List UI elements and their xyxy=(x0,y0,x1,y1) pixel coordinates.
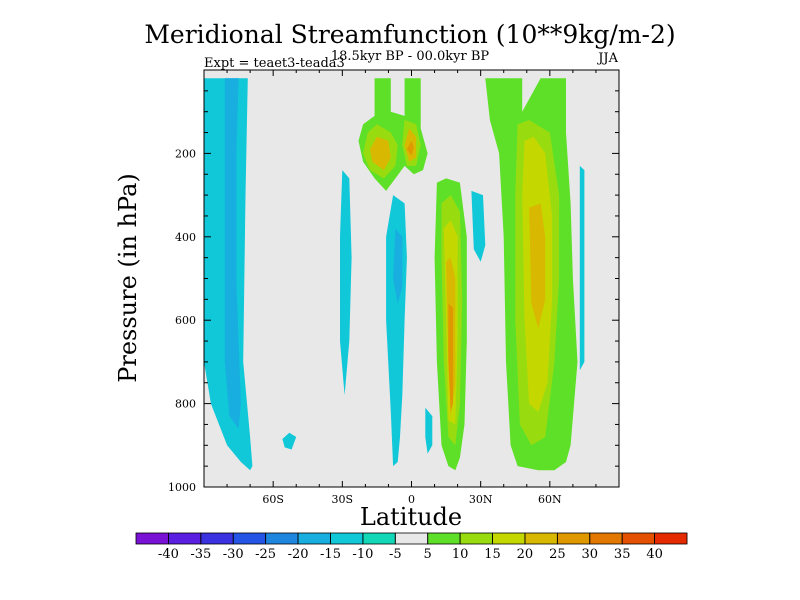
colorbar-label: 15 xyxy=(484,547,501,562)
colorbar-label: -25 xyxy=(255,547,276,562)
colorbar-swatch xyxy=(168,533,202,544)
y-axis-label: Pressure (in hPa) xyxy=(114,173,142,383)
x-tick-label: 60S xyxy=(262,493,284,506)
x-axis-label: Latitude xyxy=(360,503,462,531)
colorbar-label: 35 xyxy=(614,547,631,562)
contour-nh-blob xyxy=(471,190,486,262)
axis-ticks: 60S 30S 0 30N 60N 200 400 600 800 1000 xyxy=(168,69,620,506)
colorbar-label: -40 xyxy=(158,547,179,562)
colorbar-label: -15 xyxy=(320,547,341,562)
colorbar-cell-border xyxy=(654,532,688,545)
contour-sh-left-strip xyxy=(340,170,352,396)
contour-sh-mid-core xyxy=(393,228,403,304)
contour-nh-far-strip xyxy=(579,165,585,371)
colorbar-swatch xyxy=(427,533,461,544)
y-tick-label: 800 xyxy=(175,398,196,411)
colorbar-swatch xyxy=(200,533,234,544)
colorbar-label: 30 xyxy=(582,547,599,562)
colorbar-swatch xyxy=(265,533,299,544)
y-tick-label: 200 xyxy=(175,147,196,160)
contour-tropic-strip xyxy=(425,407,433,454)
colorbar-label: 20 xyxy=(517,547,534,562)
contour-nh-mid-l4 xyxy=(529,203,546,329)
contour-upper-cell-a-core xyxy=(370,136,391,171)
colorbar-swatch xyxy=(460,533,493,544)
colorbar-label: -35 xyxy=(190,547,211,562)
colorbar-swatch xyxy=(136,533,169,544)
chart-title: Meridional Streamfunction (10**9kg/m-2) xyxy=(144,20,675,49)
colorbar-label: 5 xyxy=(424,547,432,562)
colorbar-swatch xyxy=(492,533,526,544)
x-tick-label: 30N xyxy=(469,493,493,506)
x-tick-label: 60N xyxy=(538,493,562,506)
colorbar-swatch xyxy=(330,533,364,544)
colorbar-swatch xyxy=(298,533,331,544)
experiment-label: Expt = teaet3-teada3 xyxy=(204,56,345,71)
colorbar-label: -10 xyxy=(352,547,373,562)
colorbar-swatch xyxy=(362,533,396,544)
y-tick-label: 1000 xyxy=(168,481,196,494)
contour-regions xyxy=(204,78,585,471)
colorbar-swatch xyxy=(233,533,266,544)
x-tick-label: 0 xyxy=(408,493,415,506)
colorbar-swatch xyxy=(654,533,688,544)
x-tick-label: 30S xyxy=(332,493,354,506)
chart-subtitle: 18.5kyr BP - 00.0kyr BP xyxy=(331,49,490,64)
colorbar-label: -20 xyxy=(288,547,309,562)
colorbar-label: 10 xyxy=(452,547,469,562)
contour-upper-cell-b-peak xyxy=(406,140,414,156)
contour-sh-small-blob xyxy=(282,432,297,450)
contour-nh-tropic-peak xyxy=(448,303,453,412)
colorbar-label: 40 xyxy=(646,547,663,562)
colorbar-swatch xyxy=(557,533,591,544)
colorbar-label: -5 xyxy=(389,547,402,562)
season-label: JJA xyxy=(596,51,618,66)
colorbar-swatch xyxy=(589,533,623,544)
colorbar-swatch xyxy=(395,533,428,544)
contour-sh-polar-core xyxy=(224,78,241,429)
plot-area: 60S 30S 0 30N 60N 200 400 600 800 1000 xyxy=(168,69,620,506)
colorbar: -40 -35 -30 -25 -20 -15 -10 -5 5 10 15 20 25 30 35 40 xyxy=(135,532,688,562)
colorbar-swatch xyxy=(524,533,558,544)
colorbar-swatch xyxy=(622,533,655,544)
colorbar-label: -30 xyxy=(223,547,244,562)
y-tick-label: 400 xyxy=(175,231,196,244)
colorbar-label: 25 xyxy=(549,547,566,562)
y-tick-label: 600 xyxy=(175,314,196,327)
